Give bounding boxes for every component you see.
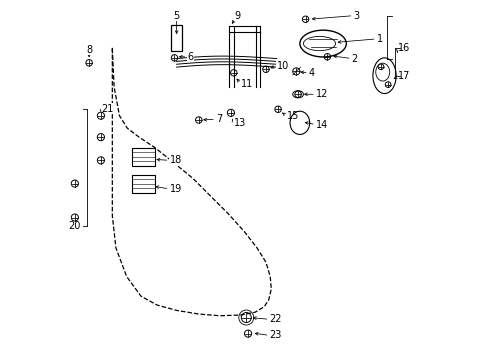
Text: 21: 21	[102, 104, 114, 113]
Text: 14: 14	[315, 120, 327, 130]
Bar	[132, 148, 155, 166]
Text: 8: 8	[86, 45, 92, 55]
Text: 15: 15	[286, 111, 299, 121]
Bar	[170, 24, 182, 51]
Text: 9: 9	[234, 11, 240, 21]
Text: 12: 12	[315, 89, 327, 99]
Text: 2: 2	[351, 54, 357, 64]
Text: 18: 18	[169, 156, 182, 165]
Text: 13: 13	[233, 118, 245, 128]
Text: 23: 23	[269, 330, 281, 341]
Text: 6: 6	[187, 52, 193, 62]
Text: 22: 22	[269, 314, 282, 324]
Text: 11: 11	[241, 78, 253, 89]
Text: 1: 1	[376, 34, 382, 44]
Text: 5: 5	[173, 11, 180, 21]
Text: 10: 10	[276, 61, 288, 71]
Text: 7: 7	[216, 114, 222, 124]
Bar	[132, 175, 155, 193]
Text: 3: 3	[353, 11, 359, 21]
Text: 4: 4	[308, 68, 314, 78]
Text: 20: 20	[68, 221, 81, 231]
Text: 16: 16	[397, 43, 409, 53]
Text: 17: 17	[397, 71, 409, 81]
Text: 19: 19	[169, 184, 182, 194]
